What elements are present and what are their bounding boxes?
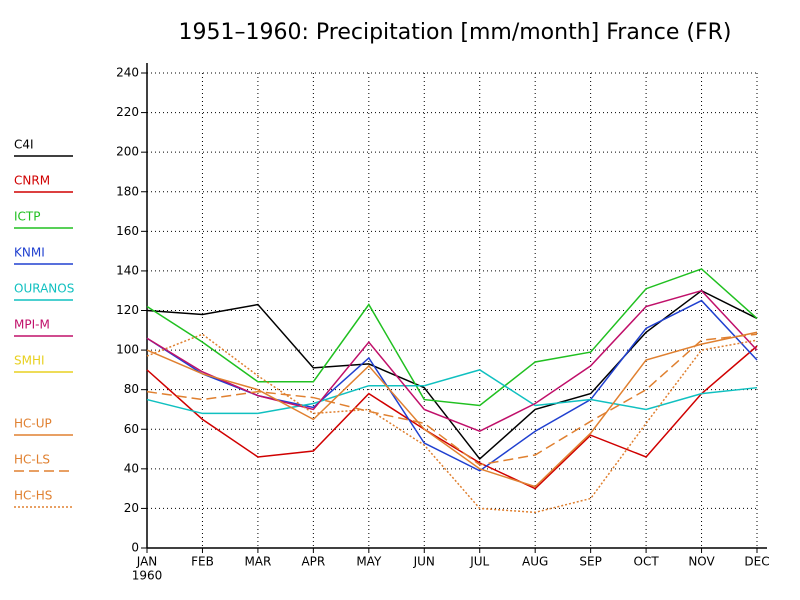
series-line [146,331,758,488]
y-tick-label: 20 [124,501,139,515]
y-tick-label: 80 [124,382,139,396]
legend-label: SMHI [14,354,45,368]
x-tick-label: MAY [356,555,382,569]
y-tick-label: 0 [131,541,139,555]
x-tick-label: JUN [413,555,435,569]
series-line [146,345,758,490]
legend-label: C4I [14,138,34,152]
x-tick-label: DEC [744,555,769,569]
legend-label: KNMI [14,246,45,260]
x-tick-label: AUG [522,555,548,569]
x-tick-label: MAR [244,555,271,569]
legend-label: HC-LS [14,453,50,467]
y-tick-label: 220 [116,105,139,119]
series-line [146,333,758,466]
legend-label: HC-UP [14,417,52,431]
series-line [146,268,758,407]
legend-label: ICTP [14,210,40,224]
x-sublabel: 1960 [132,569,163,583]
x-tick-label: JAN [136,555,158,569]
y-tick-label: 40 [124,461,139,475]
y-tick-label: 100 [116,343,139,357]
series-line [146,333,758,514]
series-line [146,289,758,433]
y-tick-label: 60 [124,422,139,436]
x-tick-label: JUL [469,555,489,569]
series-line [146,369,758,415]
y-tick-label: 180 [116,184,139,198]
y-tick-label: 200 [116,145,139,159]
y-tick-label: 160 [116,224,139,238]
y-tick-label: 120 [116,303,139,317]
x-tick-label: NOV [688,555,715,569]
x-tick-label: APR [301,555,325,569]
x-tick-label: SEP [579,555,601,569]
x-tick-label: OCT [634,555,660,569]
y-tick-label: 240 [116,66,139,80]
chart-title: 1951–1960: Precipitation [mm/month] Fran… [179,20,732,45]
legend-label: CNRM [14,174,50,188]
y-tick-label: 140 [116,263,139,277]
x-tick-label: FEB [191,555,214,569]
legend-label: OURANOS [14,282,74,296]
series-line [146,289,758,461]
legend-label: MPI-M [14,318,50,332]
legend-label: HC-HS [14,489,52,503]
